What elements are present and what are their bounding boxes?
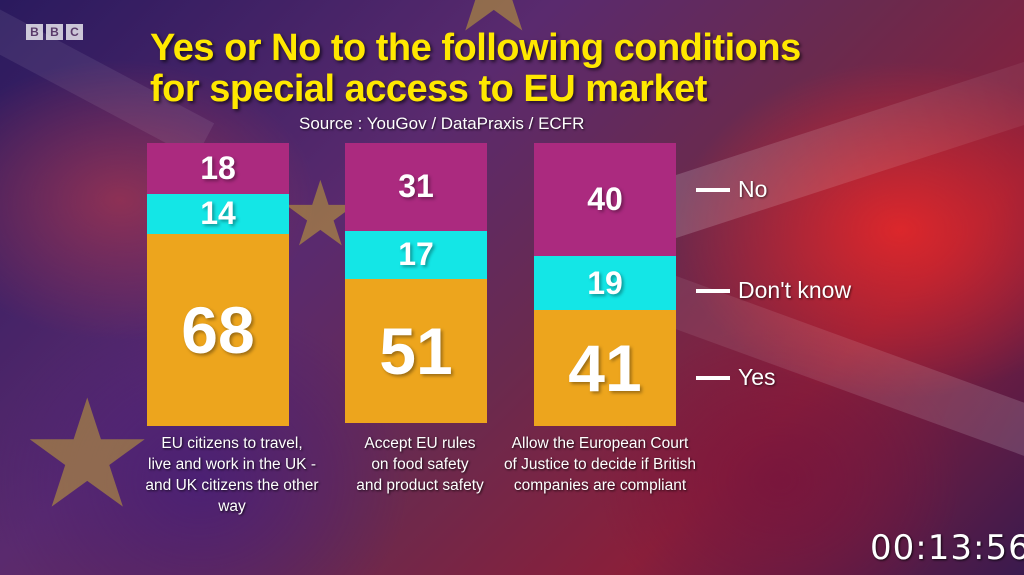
bar-segment-dont-know: 17 <box>345 230 487 279</box>
chart-title-line: Yes or No to the following conditions <box>150 27 801 69</box>
bar-segment-yes: 68 <box>147 233 289 426</box>
bar-segment-yes: 51 <box>345 278 487 424</box>
category-label-line: Allow the European Court <box>511 435 689 452</box>
legend-label: Don't know <box>738 277 852 303</box>
category-label-line: live and work in the UK - <box>148 456 316 473</box>
legend-label: Yes <box>738 364 776 390</box>
bar-value-label: 19 <box>587 264 623 301</box>
bar-value-label: 14 <box>200 195 236 232</box>
legend-dash-icon <box>696 288 730 293</box>
legend-item: No <box>696 176 767 203</box>
bar-segment-no: 18 <box>147 143 289 194</box>
bar-value-label: 31 <box>398 168 434 205</box>
legend-item: Don't know <box>696 277 851 304</box>
category-label-line: companies are compliant <box>513 477 687 494</box>
chart-source: Source : YouGov / DataPraxis / ECFR <box>299 114 585 133</box>
bar-value-label: 17 <box>398 236 434 273</box>
bar-segment-no: 40 <box>534 143 676 257</box>
bar-value-label: 41 <box>568 330 642 405</box>
category-label: Accept EU rules on food safety and product… <box>320 433 520 496</box>
star-icon: ★ <box>440 0 548 50</box>
category-label-line: and UK citizens the other way <box>145 477 319 515</box>
chart-title: Yes or No to the following conditions fo… <box>150 28 850 110</box>
bar-segment-no: 31 <box>345 143 487 231</box>
logo-letter: B <box>26 24 43 40</box>
bar-value-label: 40 <box>587 181 623 218</box>
bbc-logo: B B C <box>26 24 83 40</box>
legend-dash-icon <box>696 375 730 380</box>
legend-item: Yes <box>696 364 776 391</box>
bar-value-label: 68 <box>181 292 255 367</box>
star-icon: ★ <box>20 368 155 542</box>
category-label-line: EU citizens to travel, <box>161 435 303 452</box>
legend-dash-icon <box>696 187 730 192</box>
bar-segment-dont-know: 14 <box>147 193 289 234</box>
category-label-line: and product safety <box>356 477 484 494</box>
bar-segment-yes: 41 <box>534 309 676 426</box>
logo-letter: B <box>46 24 63 40</box>
timestamp: 00:13:56 <box>870 528 1024 568</box>
bar-value-label: 18 <box>200 149 236 186</box>
category-label: Allow the European Court of Justice to de… <box>500 433 700 496</box>
stacked-bar: 31 17 51 <box>345 143 487 426</box>
bar-value-label: 51 <box>379 313 453 388</box>
category-label: EU citizens to travel, live and work in t… <box>132 433 332 517</box>
stacked-bar: 18 14 68 <box>147 143 289 426</box>
category-label-line: on food safety <box>371 456 469 473</box>
category-label-line: Accept EU rules <box>364 435 476 452</box>
category-label-line: of Justice to decide if British <box>503 456 697 473</box>
legend-label: No <box>738 176 768 202</box>
logo-letter: C <box>66 24 83 40</box>
stacked-bar: 40 19 41 <box>534 143 676 426</box>
chart-title-line: for special access to EU market <box>150 68 707 110</box>
bar-segment-dont-know: 19 <box>534 256 676 310</box>
